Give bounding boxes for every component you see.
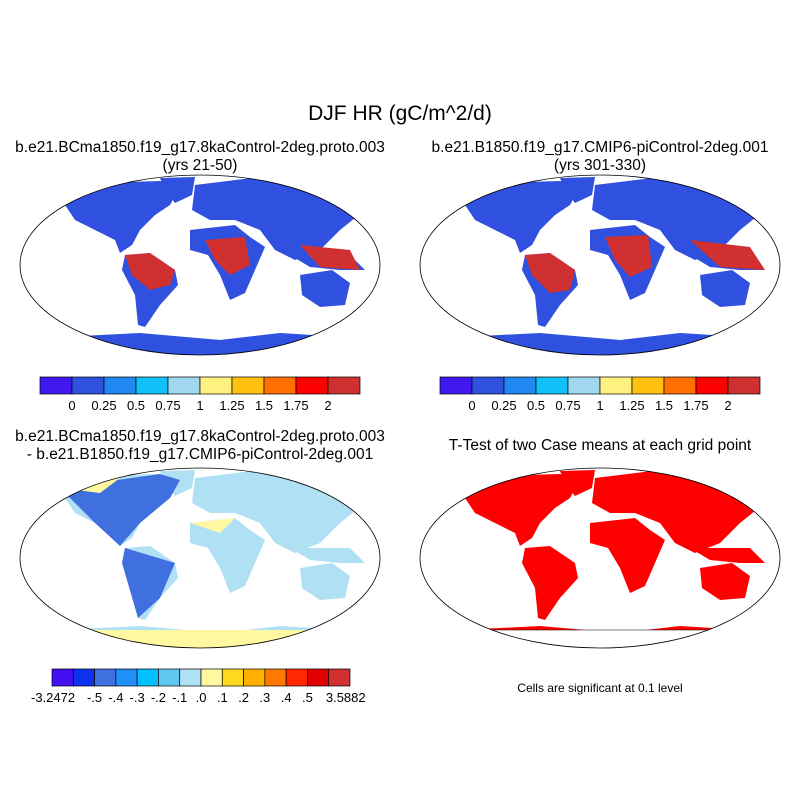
colorbar-tick-label: -3.2472: [31, 690, 76, 705]
colorbar-box: [599, 376, 633, 395]
colorbar-box: [221, 668, 244, 687]
panel-4-title: T-Test of two Case means at each grid po…: [448, 437, 752, 454]
colorbar-tick-label: 1.5: [254, 398, 274, 413]
colorbar-tick-label: -.4: [108, 690, 124, 705]
colorbar-tick-label: 2: [724, 398, 732, 413]
colorbar-box: [51, 668, 74, 687]
colorbar-box: [328, 668, 351, 687]
colorbar-tick-label: .0: [195, 690, 207, 705]
colorbar-box: [72, 668, 95, 687]
colorbar-tick-label: 1.25: [219, 398, 245, 413]
map-panel-3: [19, 467, 381, 649]
colorbar-tick-label: 0.75: [155, 398, 181, 413]
map-panel-1: [19, 174, 381, 356]
colorbar-tick-label: 0.25: [91, 398, 117, 413]
colorbar-box: [439, 376, 473, 395]
colorbar-panel-1: [39, 376, 361, 395]
colorbar-box: [231, 376, 265, 395]
colorbar-box: [327, 376, 361, 395]
colorbar-box: [115, 668, 138, 687]
colorbar-box: [167, 376, 201, 395]
colorbar-tick-label: 1.75: [683, 398, 709, 413]
colorbar-diff: [51, 668, 351, 687]
colorbar-box: [264, 668, 287, 687]
colorbar-box: [179, 668, 202, 687]
colorbar-tick-label: 1.75: [283, 398, 309, 413]
colorbar-tick-label: .1: [216, 690, 228, 705]
colorbar-box: [94, 668, 117, 687]
colorbar-box: [727, 376, 761, 395]
colorbar-box: [307, 668, 330, 687]
colorbar-tick-label: .2: [238, 690, 249, 705]
colorbar-tick-label: 0.5: [526, 398, 546, 413]
colorbar-box: [135, 376, 169, 395]
colorbar-box: [535, 376, 569, 395]
colorbar-box: [243, 668, 266, 687]
colorbar-tick-label: 0: [468, 398, 476, 413]
panel-2-title: b.e21.B1850.f19_g17.CMIP6-piControl-2deg…: [431, 139, 769, 174]
colorbar-panel-2: [439, 376, 761, 395]
colorbar-tick-label: 1: [196, 398, 204, 413]
panel-3-title: b.e21.BCma1850.f19_g17.8kaControl-2deg.p…: [15, 428, 385, 463]
colorbar-tick-label: 2: [324, 398, 332, 413]
colorbar-box: [471, 376, 505, 395]
main-title: DJF HR (gC/m^2/d): [308, 102, 492, 125]
significance-note: Cells are significant at 0.1 level: [517, 681, 683, 695]
colorbar-box: [39, 376, 73, 395]
colorbar-box: [158, 668, 181, 687]
colorbar-tick-label: .4: [280, 690, 292, 705]
colorbar-tick-label: -.3: [129, 690, 145, 705]
colorbar-tick-label: -.2: [150, 690, 167, 705]
colorbar-box: [199, 376, 233, 395]
colorbar-tick-label: .3: [259, 690, 271, 705]
colorbar-tick-label: 1: [596, 398, 604, 413]
colorbar-box: [136, 668, 159, 687]
colorbar-box: [695, 376, 729, 395]
colorbar-tick-label: .5: [302, 690, 313, 705]
colorbar-tick-label: 1.25: [619, 398, 645, 413]
colorbar-tick-label: 0: [68, 398, 76, 413]
colorbar-tick-label: 1.5: [654, 398, 674, 413]
colorbar-tick-label: -.5: [86, 690, 103, 705]
colorbar-box: [567, 376, 601, 395]
map-panel-2: [419, 174, 781, 356]
colorbar-tick-label: -.1: [172, 690, 188, 705]
colorbar-tick-label: 0.75: [555, 398, 581, 413]
colorbar-box: [71, 376, 105, 395]
colorbar-tick-label: 0.5: [126, 398, 146, 413]
colorbar-box: [295, 376, 329, 395]
colorbar-box: [663, 376, 697, 395]
colorbar-box: [285, 668, 308, 687]
panel-1-title: b.e21.BCma1850.f19_g17.8kaControl-2deg.p…: [15, 139, 385, 174]
colorbar-box: [631, 376, 665, 395]
colorbar-box: [200, 668, 223, 687]
colorbar-box: [503, 376, 537, 395]
colorbar-box: [103, 376, 137, 395]
colorbar-tick-label: 3.5882: [325, 690, 366, 705]
colorbar-box: [263, 376, 297, 395]
colorbar-tick-label: 0.25: [491, 398, 517, 413]
map-panel-4: [419, 467, 781, 649]
